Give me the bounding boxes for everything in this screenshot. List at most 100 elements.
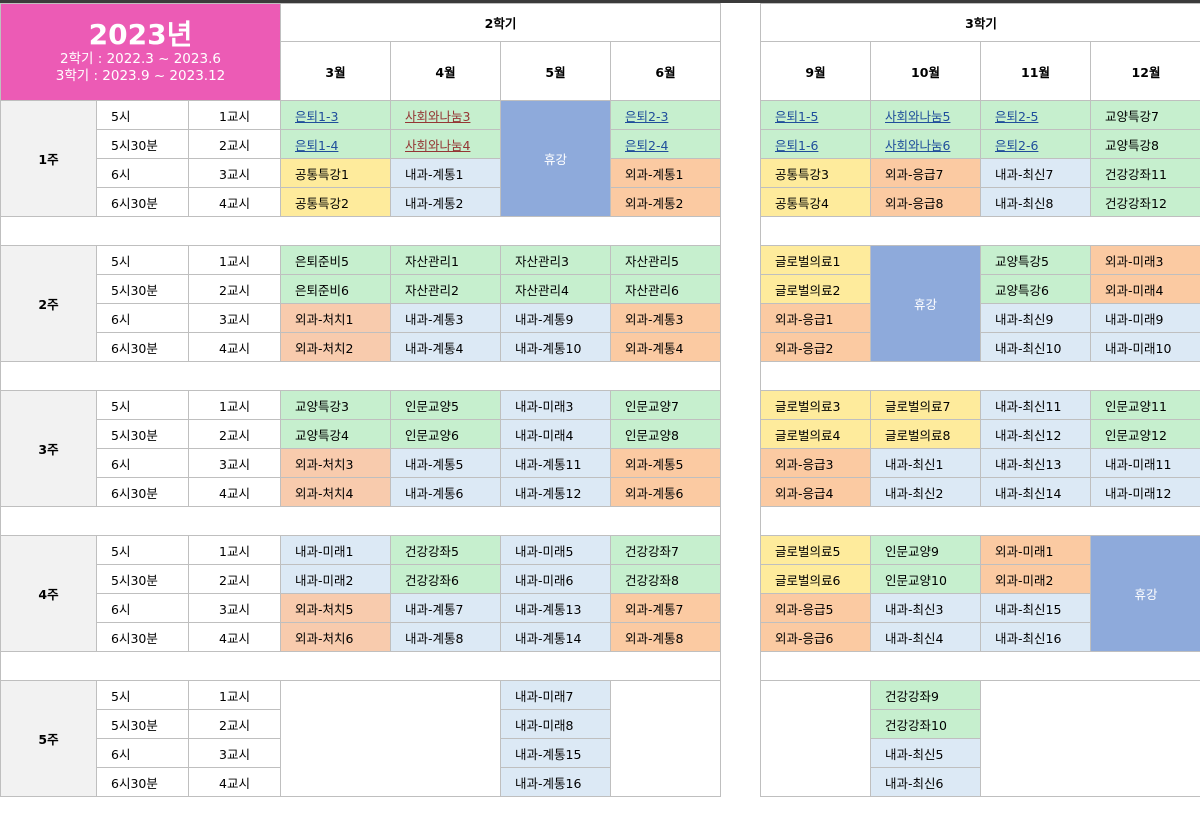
- class-cell: 내과-미래11: [1089, 448, 1200, 478]
- class-link[interactable]: 은퇴1-5: [775, 108, 819, 124]
- semester-3-table: 3학기 9월 10월 11월 12월 은퇴1-5 사회와나눔5 은퇴2-5 교양…: [759, 3, 1200, 797]
- week-label: 1주: [0, 100, 97, 217]
- period-label: 1교시: [188, 390, 281, 420]
- time-label: 6시: [96, 593, 189, 623]
- class-cell: 글로벌의료8: [870, 419, 981, 449]
- time-label: 5시30분: [96, 129, 189, 159]
- class-cell: 내과-최신14: [980, 477, 1091, 507]
- period-label: 4교시: [188, 477, 281, 507]
- period-label: 3교시: [188, 738, 281, 768]
- class-cell: 외과-미래2: [980, 564, 1091, 594]
- class-cell: 글로벌의료3: [760, 390, 871, 420]
- class-cell: 내과-계통6: [390, 477, 501, 507]
- class-link[interactable]: 은퇴1-4: [295, 137, 339, 153]
- class-cell: 건강강좌6: [390, 564, 501, 594]
- empty-cell: [280, 680, 501, 797]
- class-cell: 교양특강5: [980, 245, 1091, 275]
- class-cell: 내과-계통4: [390, 332, 501, 362]
- period-label: 1교시: [188, 100, 281, 130]
- rest-block: 휴강: [500, 100, 611, 217]
- period-label: 4교시: [188, 622, 281, 652]
- period-label: 4교시: [188, 767, 281, 797]
- class-cell: 외과-계통6: [609, 477, 722, 507]
- class-cell: 인문교양8: [609, 419, 722, 449]
- semester-2-header: 2학기: [279, 3, 722, 42]
- class-cell: 건강강좌11: [1089, 158, 1200, 188]
- week-gap: [0, 216, 722, 246]
- class-cell: 자산관리2: [390, 274, 501, 304]
- class-link[interactable]: 은퇴2-3: [625, 108, 669, 124]
- class-cell: 내과-미래9: [1089, 303, 1200, 333]
- class-cell: 인문교양9: [870, 535, 981, 565]
- class-link[interactable]: 은퇴2-6: [995, 137, 1039, 153]
- class-cell: 내과-최신16: [980, 622, 1091, 652]
- class-cell: 공통특강4: [760, 187, 871, 217]
- empty-cell: [609, 680, 722, 797]
- week-gap: [0, 651, 722, 681]
- class-link[interactable]: 은퇴1-6: [775, 137, 819, 153]
- rest-block: 휴강: [1089, 535, 1200, 652]
- class-link[interactable]: 사회와나눔3: [405, 108, 471, 124]
- class-cell: 인문교양7: [609, 390, 722, 420]
- semester-2-range: 2학기 : 2022.3 ~ 2023.6: [60, 51, 221, 67]
- class-link[interactable]: 은퇴2-5: [995, 108, 1039, 124]
- class-cell: 외과-미래1: [980, 535, 1091, 565]
- time-label: 5시: [96, 680, 189, 710]
- class-cell: 내과-미래7: [500, 680, 611, 710]
- period-label: 2교시: [188, 419, 281, 449]
- time-label: 6시30분: [96, 622, 189, 652]
- class-cell: 건강강좌12: [1089, 187, 1200, 217]
- top-border: [0, 0, 1200, 3]
- class-cell: 내과-최신12: [980, 419, 1091, 449]
- class-cell: 외과-계통5: [609, 448, 722, 478]
- class-cell: 외과-계통2: [609, 187, 722, 217]
- class-cell: 인문교양6: [390, 419, 501, 449]
- class-cell: 내과-계통11: [500, 448, 611, 478]
- class-cell: 은퇴1-3: [280, 100, 391, 130]
- class-link[interactable]: 은퇴1-3: [295, 108, 339, 124]
- class-cell: 외과-처치1: [280, 303, 391, 333]
- class-link[interactable]: 사회와나눔6: [885, 137, 951, 153]
- month-header: 11월: [980, 41, 1091, 101]
- month-header: 9월: [760, 41, 871, 101]
- class-cell: 은퇴2-5: [980, 100, 1091, 130]
- class-cell: 내과-최신6: [870, 767, 981, 797]
- class-link[interactable]: 사회와나눔4: [405, 137, 471, 153]
- class-cell: 자산관리3: [500, 245, 611, 275]
- class-cell: 내과-미래10: [1089, 332, 1200, 362]
- class-cell: 외과-계통4: [609, 332, 722, 362]
- class-cell: 교양특강8: [1089, 129, 1200, 159]
- class-cell: 외과-미래3: [1089, 245, 1200, 275]
- class-cell: 은퇴2-3: [609, 100, 722, 130]
- class-link[interactable]: 사회와나눔5: [885, 108, 951, 124]
- period-label: 1교시: [188, 245, 281, 275]
- week-gap: [759, 651, 1200, 681]
- period-label: 3교시: [188, 448, 281, 478]
- semester-3-range: 3학기 : 2023.9 ~ 2023.12: [55, 68, 226, 84]
- class-cell: 글로벌의료6: [760, 564, 871, 594]
- class-cell: 내과-미래4: [500, 419, 611, 449]
- semester-2-table: 2023년 2학기 : 2022.3 ~ 2023.6 3학기 : 2023.9…: [0, 3, 722, 797]
- class-cell: 내과-최신7: [980, 158, 1091, 188]
- class-link[interactable]: 은퇴2-4: [625, 137, 669, 153]
- time-label: 5시30분: [96, 709, 189, 739]
- class-cell: 외과-처치5: [280, 593, 391, 623]
- class-cell: 공통특강3: [760, 158, 871, 188]
- period-label: 2교시: [188, 129, 281, 159]
- class-cell: 인문교양10: [870, 564, 981, 594]
- week-gap: [0, 361, 722, 391]
- class-cell: 자산관리1: [390, 245, 501, 275]
- class-cell: 외과-처치6: [280, 622, 391, 652]
- class-cell: 인문교양12: [1089, 419, 1200, 449]
- week-label: 4주: [0, 535, 97, 652]
- class-cell: 교양특강4: [280, 419, 391, 449]
- class-cell: 내과-계통12: [500, 477, 611, 507]
- class-cell: 내과-미래12: [1089, 477, 1200, 507]
- class-cell: 은퇴1-6: [760, 129, 871, 159]
- class-cell: 내과-최신2: [870, 477, 981, 507]
- class-cell: 교양특강3: [280, 390, 391, 420]
- year-title: 2023년: [88, 18, 193, 51]
- class-cell: 내과-최신9: [980, 303, 1091, 333]
- class-cell: 내과-계통13: [500, 593, 611, 623]
- class-cell: 글로벌의료7: [870, 390, 981, 420]
